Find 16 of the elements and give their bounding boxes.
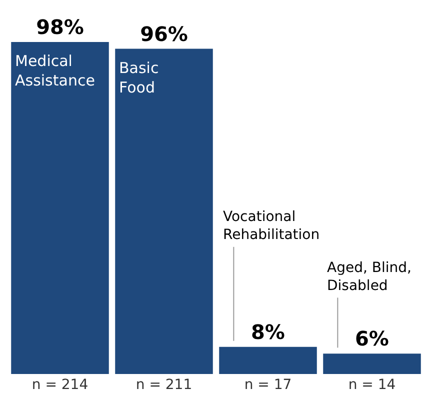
annotation: Basic Food — [119, 59, 159, 96]
data-label: 8% — [251, 320, 285, 344]
data-label: 6% — [355, 326, 389, 351]
data-label: 96% — [140, 22, 188, 46]
x-tick-label: n = 211 — [136, 377, 192, 393]
data-label: 98% — [36, 15, 84, 39]
bar — [219, 346, 317, 374]
x-tick-label: n = 14 — [348, 377, 396, 393]
annotation: Medical Assistance — [15, 52, 95, 90]
bar — [115, 48, 213, 374]
x-tick-label: n = 17 — [244, 377, 292, 393]
bar — [323, 354, 421, 374]
x-tick-label: n = 214 — [32, 377, 88, 393]
annotation: Vocational Rehabilitation — [223, 209, 320, 244]
annotation: Aged, Blind, Disabled — [327, 260, 412, 294]
bar — [11, 42, 109, 374]
